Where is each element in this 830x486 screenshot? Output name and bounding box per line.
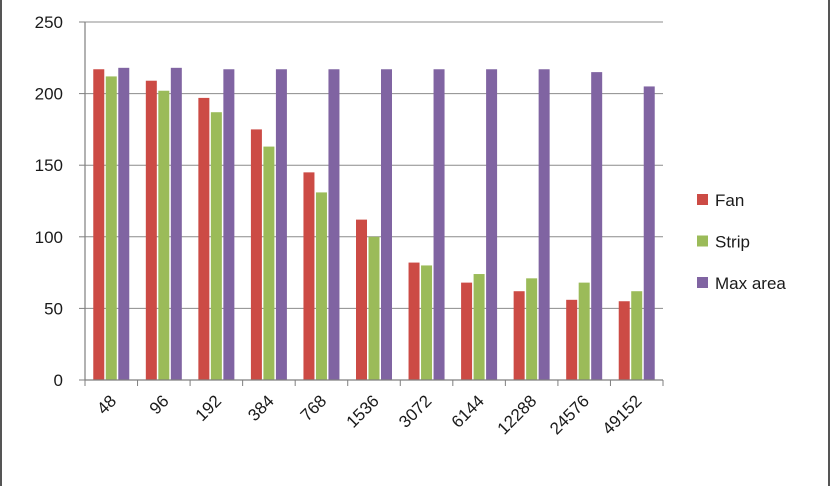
bar-strip <box>263 146 275 380</box>
y-tick-label: 150 <box>35 156 63 175</box>
legend-label: Max area <box>715 274 786 293</box>
bar-fan <box>356 219 367 380</box>
bar-strip <box>526 278 538 380</box>
legend-label: Strip <box>715 233 750 252</box>
bar-fan <box>461 282 473 380</box>
bar-strip <box>473 274 485 380</box>
bar-fan <box>566 299 578 380</box>
bar-fan <box>513 291 525 380</box>
bar-strip <box>158 90 170 381</box>
bar-fan <box>93 69 105 381</box>
bar-strip <box>368 236 380 380</box>
bar-fan <box>618 301 630 380</box>
bars <box>93 67 655 381</box>
bar-strip <box>105 76 117 380</box>
bar-max-area <box>486 69 498 381</box>
bar-max-area <box>223 69 235 381</box>
y-tick-label: 250 <box>35 13 63 32</box>
legend-swatch-fan <box>697 194 708 205</box>
y-tick-label: 0 <box>54 371 63 390</box>
bar-fan <box>250 129 262 380</box>
bar-fan <box>408 262 420 380</box>
bar-max-area <box>381 69 392 381</box>
bar-fan <box>303 172 315 380</box>
bar-max-area <box>591 72 603 381</box>
bar-max-area <box>328 69 340 381</box>
bar-strip <box>421 265 433 380</box>
bar-strip <box>578 282 590 380</box>
bar-max-area <box>170 67 182 380</box>
bar-strip <box>315 192 327 380</box>
legend-swatch-max-area <box>697 277 708 288</box>
legend-label: Fan <box>715 191 744 210</box>
legend: Fan Strip Max area <box>697 191 786 293</box>
bar-fan <box>198 97 210 381</box>
bar-fan <box>145 80 157 380</box>
y-tick-label: 200 <box>35 85 63 104</box>
y-tick-label: 50 <box>44 299 63 318</box>
bar-max-area <box>643 86 655 380</box>
bar-max-area <box>118 67 130 380</box>
bar-max-area <box>538 69 550 381</box>
bar-strip <box>631 291 643 380</box>
bar-strip <box>210 112 222 380</box>
y-tick-label: 100 <box>35 228 63 247</box>
legend-swatch-strip <box>697 235 708 247</box>
bar-max-area <box>275 69 287 381</box>
bar-max-area <box>433 69 445 381</box>
